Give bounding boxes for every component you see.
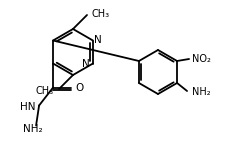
Text: NH₂: NH₂ bbox=[192, 87, 211, 97]
Text: O: O bbox=[75, 82, 83, 92]
Text: HN: HN bbox=[20, 101, 35, 112]
Text: CH₃: CH₃ bbox=[36, 86, 54, 96]
Text: N: N bbox=[94, 35, 102, 45]
Text: CH₃: CH₃ bbox=[92, 9, 110, 19]
Text: NH₂: NH₂ bbox=[23, 123, 43, 133]
Text: NO₂: NO₂ bbox=[192, 54, 211, 64]
Text: N: N bbox=[82, 59, 90, 69]
